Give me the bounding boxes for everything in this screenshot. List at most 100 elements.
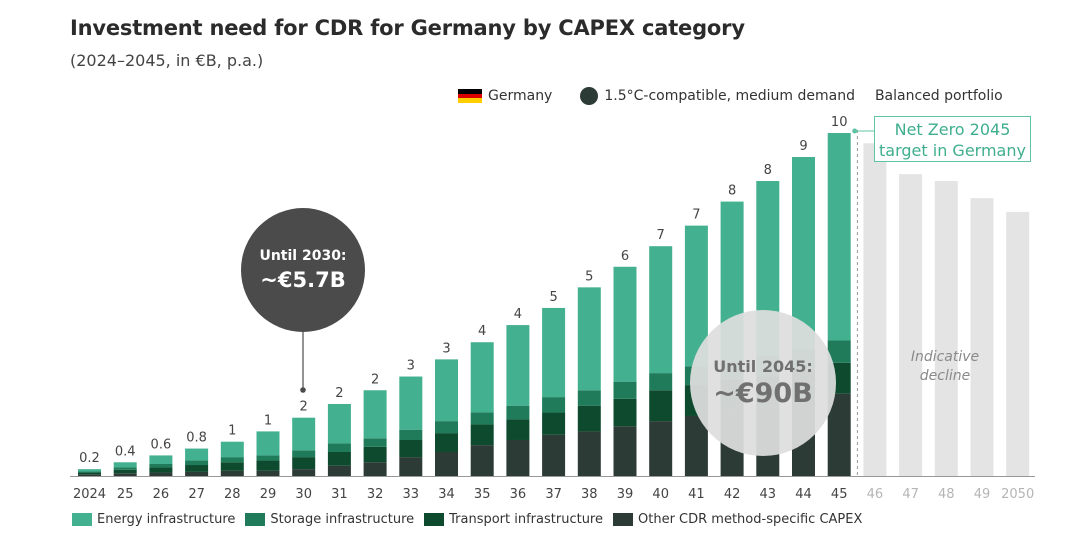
bar-segment-transport <box>185 465 209 472</box>
bar-total-label: 2 <box>371 372 379 387</box>
legend-germany: Germany <box>488 88 553 104</box>
bar-total-label: 2 <box>335 386 343 401</box>
bar-segment-storage <box>470 412 494 425</box>
projection-bar <box>899 174 923 476</box>
bar-segment-other <box>399 457 423 476</box>
x-tick-label: 35 <box>474 487 491 502</box>
bar-total-label: 1 <box>228 424 236 439</box>
bar-segment-storage <box>399 429 423 440</box>
x-tick-label: 37 <box>545 487 562 502</box>
legend-item-other: Other CDR method-specific CAPEX <box>613 512 862 527</box>
bar-segment-storage <box>363 438 387 447</box>
bar-segment-transport <box>470 424 494 446</box>
bar-segment-energy <box>113 462 137 468</box>
bar-segment-transport <box>649 390 673 422</box>
bar-segment-other <box>470 445 494 476</box>
legend-label-transport: Transport infrastructure <box>449 512 603 527</box>
bar-segment-other <box>256 470 280 476</box>
bar-segment-other <box>78 474 101 476</box>
x-tick-label: 36 <box>510 487 527 502</box>
bar-segment-energy <box>363 390 387 439</box>
bar-segment-energy <box>149 455 173 464</box>
bar-segment-storage <box>327 443 351 452</box>
bar-segment-other <box>292 469 316 476</box>
bar-total-label: 9 <box>799 139 807 154</box>
bar-segment-energy <box>435 359 458 422</box>
x-tick-label: 43 <box>760 487 777 502</box>
bar-segment-transport <box>327 451 351 466</box>
x-tick-label: 44 <box>795 487 812 502</box>
legend-item-energy: Energy infrastructure <box>72 512 235 527</box>
bar-segment-storage <box>292 450 316 458</box>
bar-segment-energy <box>542 307 566 398</box>
bar-segment-transport <box>149 467 173 473</box>
bubble-until-2045: Until 2045: ~€90B <box>690 310 836 456</box>
bar-segment-energy <box>649 246 673 374</box>
bubble-2045-label: Until 2045: <box>713 357 813 376</box>
bar-segment-transport <box>542 412 566 435</box>
bar-segment-energy <box>470 342 494 413</box>
bar-segment-storage <box>78 471 101 473</box>
chart-title: Investment need for CDR for Germany by C… <box>70 16 745 40</box>
bar-segment-energy <box>792 157 815 350</box>
bar-segment-storage <box>613 381 637 399</box>
bar-total-label: 7 <box>657 228 665 243</box>
bar-segment-transport <box>220 462 244 471</box>
bar-segment-storage <box>827 340 851 363</box>
x-tick-label: 2024 <box>73 487 106 502</box>
bar-segment-transport <box>399 439 423 458</box>
bar-segment-storage <box>649 373 673 391</box>
legend-scenario: 1.5°C-compatible, medium demand <box>604 88 855 104</box>
bar-segment-storage <box>185 460 209 466</box>
bar-segment-other <box>649 421 673 476</box>
x-tick-label: 38 <box>581 487 598 502</box>
bar-segment-transport <box>435 433 458 452</box>
x-tick-label-projection: 48 <box>938 487 955 502</box>
legend-label-storage: Storage infrastructure <box>270 512 415 527</box>
bar-total-label: 4 <box>478 324 486 339</box>
bar-segment-other <box>684 415 708 476</box>
bar-segment-transport <box>577 405 601 432</box>
projection-bar <box>863 143 887 477</box>
bar-segment-transport <box>256 460 280 471</box>
bar-segment-storage <box>149 463 173 468</box>
bar-segment-storage <box>256 455 280 461</box>
bar-segment-storage <box>113 467 137 470</box>
legend-bottom: Energy infrastructure Storage infrastruc… <box>72 512 872 527</box>
bar-segment-transport <box>506 419 530 440</box>
bar-segment-energy <box>827 133 851 341</box>
legend-label-other: Other CDR method-specific CAPEX <box>638 512 863 527</box>
bar-total-label: 8 <box>764 163 772 178</box>
bar-total-label: 3 <box>442 341 450 356</box>
x-tick-label-projection: 49 <box>974 487 991 502</box>
bar-segment-other <box>327 465 351 476</box>
bubble-2045-value: ~€90B <box>713 378 813 409</box>
legend-item-storage: Storage infrastructure <box>245 512 414 527</box>
x-tick-label: 41 <box>688 487 705 502</box>
bar-segment-storage <box>506 405 530 420</box>
annotation-dot <box>852 128 858 134</box>
bar-segment-storage <box>435 421 458 434</box>
bar-segment-storage <box>220 457 244 463</box>
bar-segment-other <box>435 451 458 476</box>
bar-segment-other <box>542 434 566 476</box>
bar-segment-storage <box>577 390 601 406</box>
bar-segment-energy <box>292 417 316 451</box>
x-tick-label: 32 <box>367 487 384 502</box>
legend-top: Germany 1.5°C-compatible, medium demand … <box>458 85 1003 107</box>
x-tick-label: 26 <box>153 487 170 502</box>
bar-segment-energy <box>684 225 708 367</box>
legend-swatch-other <box>613 513 633 526</box>
bar-segment-other <box>113 473 137 476</box>
bar-total-label: 6 <box>621 249 629 264</box>
bar-segment-energy <box>577 287 601 391</box>
legend-swatch-transport <box>424 513 445 526</box>
x-tick-label: 28 <box>224 487 241 502</box>
legend-swatch-storage <box>245 513 266 526</box>
x-tick-label-projection: 47 <box>902 487 919 502</box>
x-tick-label: 33 <box>403 487 420 502</box>
legend-item-transport: Transport infrastructure <box>424 512 603 527</box>
bar-segment-other <box>577 431 601 476</box>
x-tick-label: 45 <box>831 487 848 502</box>
bar-total-label: 0.4 <box>115 444 136 459</box>
